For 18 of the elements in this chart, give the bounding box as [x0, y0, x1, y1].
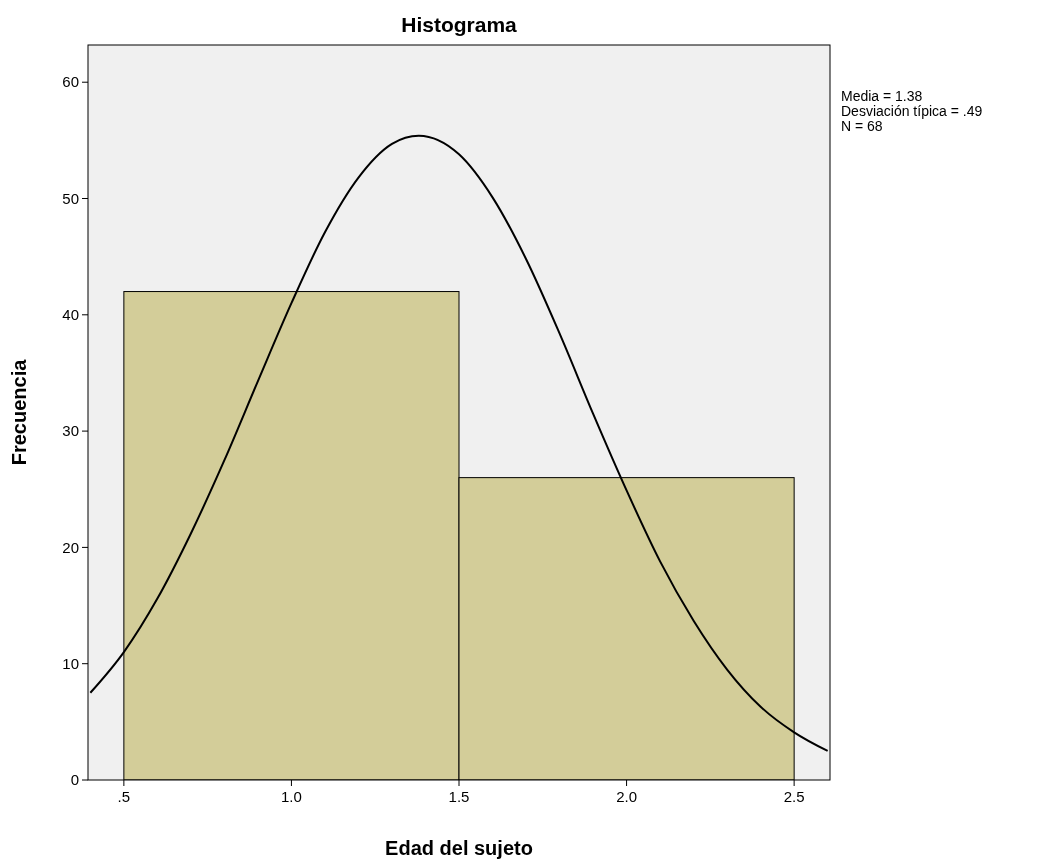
- chart-title: Histograma: [401, 13, 518, 36]
- y-axis-title: Frecuencia: [8, 358, 30, 466]
- text: Desviación típica = .49: [841, 103, 983, 119]
- y-tick-label: 50: [62, 189, 79, 207]
- x-tick-label: .5: [117, 788, 131, 805]
- y-tick-label: 0: [70, 771, 79, 789]
- x-tick-label: 2.0: [616, 788, 637, 805]
- y-tick-label: 30: [62, 422, 79, 440]
- y-tick-label: 20: [62, 538, 79, 556]
- y-tick-label: 10: [62, 654, 79, 672]
- x-tick-label: 2.5: [783, 788, 805, 805]
- y-tick-label: 40: [62, 306, 79, 324]
- x-tick-label: 1.5: [448, 788, 470, 805]
- text: Media = 1.38: [841, 88, 923, 104]
- x-axis-title: Edad del sujeto: [385, 837, 533, 859]
- x-tick-label: 1.0: [281, 788, 302, 805]
- text: N = 68: [841, 118, 883, 134]
- y-tick-label: 60: [62, 73, 79, 91]
